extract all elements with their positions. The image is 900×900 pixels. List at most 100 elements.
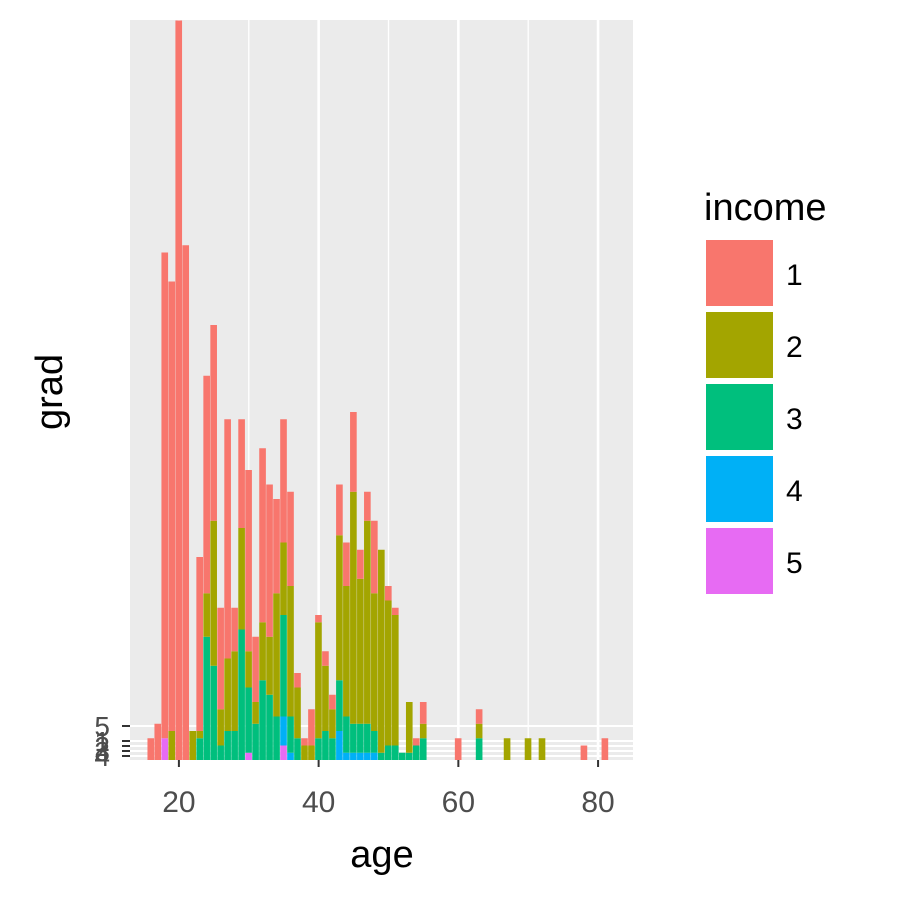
legend-key-5 bbox=[706, 528, 773, 594]
bar-income-4-age-48 bbox=[371, 752, 378, 760]
bar-income-1-age-38 bbox=[301, 738, 308, 746]
bar-income-3-age-29 bbox=[238, 629, 245, 760]
bar-income-2-age-41 bbox=[322, 665, 329, 731]
bar-income-3-age-35 bbox=[280, 615, 287, 717]
bar-income-3-age-41 bbox=[322, 731, 329, 760]
bar-income-1-age-55 bbox=[419, 702, 427, 724]
bar-income-3-age-44 bbox=[343, 716, 350, 753]
bar-income-2-age-48 bbox=[371, 593, 378, 731]
x-tick-label: 80 bbox=[581, 786, 614, 819]
bar-income-2-age-35 bbox=[280, 542, 287, 615]
bar-income-2-age-70 bbox=[524, 738, 532, 760]
bar-income-2-age-40 bbox=[315, 622, 322, 739]
bar-income-1-age-25 bbox=[210, 325, 217, 521]
y-axis-title: grad bbox=[29, 354, 71, 430]
bar-income-3-age-27 bbox=[224, 731, 231, 760]
bar-income-3-age-37 bbox=[294, 738, 301, 760]
y-tick-label: 2 bbox=[94, 731, 110, 762]
bar-income-1-age-46 bbox=[357, 549, 364, 579]
bar-income-3-age-25 bbox=[210, 665, 217, 760]
bar-income-3-age-51 bbox=[391, 745, 399, 760]
x-tick-label: 60 bbox=[442, 786, 475, 819]
bar-income-3-age-55 bbox=[419, 738, 427, 760]
bar-income-2-age-22 bbox=[189, 731, 197, 760]
legend-key-4 bbox=[706, 456, 773, 522]
bar-income-1-age-37 bbox=[294, 673, 301, 688]
bar-income-3-age-31 bbox=[252, 723, 259, 760]
bar-income-2-age-31 bbox=[252, 702, 259, 724]
bar-income-2-age-51 bbox=[391, 615, 399, 746]
bar-income-1-age-30 bbox=[245, 470, 252, 652]
bar-income-1-age-26 bbox=[217, 607, 224, 710]
bar-income-5-age-35 bbox=[280, 745, 287, 760]
bar-income-2-age-67 bbox=[503, 738, 511, 760]
bar-income-2-age-23 bbox=[196, 731, 204, 739]
bar-income-2-age-42 bbox=[329, 709, 336, 739]
bar-income-2-age-36 bbox=[287, 586, 294, 717]
bar-income-1-age-60 bbox=[454, 738, 462, 760]
bar-income-3-age-52 bbox=[398, 752, 406, 760]
bar-income-1-age-34 bbox=[273, 499, 280, 594]
legend-label-2: 2 bbox=[786, 331, 803, 364]
bar-income-1-age-47 bbox=[364, 491, 371, 521]
bar-income-3-age-40 bbox=[315, 738, 322, 760]
y-tick-label: 1 bbox=[94, 726, 110, 757]
bar-income-4-age-47 bbox=[364, 752, 371, 760]
bar-income-2-age-44 bbox=[343, 586, 350, 717]
bar-income-1-age-50 bbox=[384, 586, 392, 601]
bar-income-2-age-50 bbox=[384, 600, 392, 746]
bars-layer bbox=[147, 20, 609, 760]
bar-income-1-age-29 bbox=[238, 419, 245, 528]
legend-label-5: 5 bbox=[786, 547, 803, 580]
bar-income-1-age-19 bbox=[168, 281, 176, 731]
bar-income-2-age-38 bbox=[301, 745, 308, 760]
bar-income-1-age-51 bbox=[391, 607, 399, 615]
legend-key-1 bbox=[706, 240, 773, 306]
bar-income-2-age-49 bbox=[378, 549, 385, 753]
bar-income-1-age-48 bbox=[371, 520, 378, 594]
bar-income-2-age-27 bbox=[224, 658, 231, 731]
bar-income-3-age-45 bbox=[350, 723, 357, 753]
bar-income-3-age-50 bbox=[384, 745, 392, 760]
bar-income-1-age-39 bbox=[308, 709, 315, 746]
bar-income-1-age-27 bbox=[224, 419, 231, 659]
bar-income-3-age-26 bbox=[217, 745, 224, 760]
bar-income-2-age-34 bbox=[273, 593, 280, 717]
y-tick-label: 5 bbox=[94, 711, 110, 742]
bar-income-3-age-42 bbox=[329, 738, 336, 760]
bar-income-3-age-24 bbox=[203, 636, 210, 760]
bar-income-2-age-47 bbox=[364, 520, 371, 724]
bar-income-3-age-36 bbox=[287, 716, 294, 753]
bar-income-3-age-54 bbox=[412, 745, 420, 760]
legend: income 1 2 3 4 5 bbox=[704, 187, 827, 594]
bar-income-3-age-33 bbox=[266, 694, 273, 760]
x-axis-title: age bbox=[350, 834, 413, 876]
legend-key-2 bbox=[706, 312, 773, 378]
bar-income-1-age-78 bbox=[580, 745, 588, 760]
bar-income-2-age-63 bbox=[475, 723, 483, 739]
bar-income-1-age-43 bbox=[336, 484, 343, 536]
legend-label-1: 1 bbox=[786, 259, 803, 292]
bar-income-2-age-72 bbox=[538, 738, 546, 760]
bar-income-3-age-63 bbox=[475, 738, 483, 760]
x-tick-label: 20 bbox=[162, 786, 195, 819]
bar-income-1-age-63 bbox=[475, 709, 483, 724]
bar-income-2-age-26 bbox=[217, 709, 224, 746]
bar-income-1-age-18 bbox=[161, 252, 169, 739]
bar-income-3-age-53 bbox=[405, 752, 413, 760]
legend-title: income bbox=[704, 187, 827, 229]
bar-income-2-age-39 bbox=[308, 745, 315, 760]
bar-income-3-age-34 bbox=[273, 716, 280, 760]
bar-income-3-age-48 bbox=[371, 731, 378, 753]
bar-income-2-age-30 bbox=[245, 651, 252, 688]
x-tick-label: 40 bbox=[302, 786, 335, 819]
legend-label-3: 3 bbox=[786, 403, 803, 436]
y-tick-label: 4 bbox=[94, 741, 110, 772]
bar-income-2-age-46 bbox=[357, 578, 364, 724]
y-tick-label: 3 bbox=[94, 736, 110, 767]
bar-income-4-age-46 bbox=[357, 752, 364, 760]
bar-income-1-age-17 bbox=[154, 723, 162, 760]
bar-income-1-age-81 bbox=[601, 738, 609, 760]
bar-income-1-age-20 bbox=[175, 20, 183, 760]
